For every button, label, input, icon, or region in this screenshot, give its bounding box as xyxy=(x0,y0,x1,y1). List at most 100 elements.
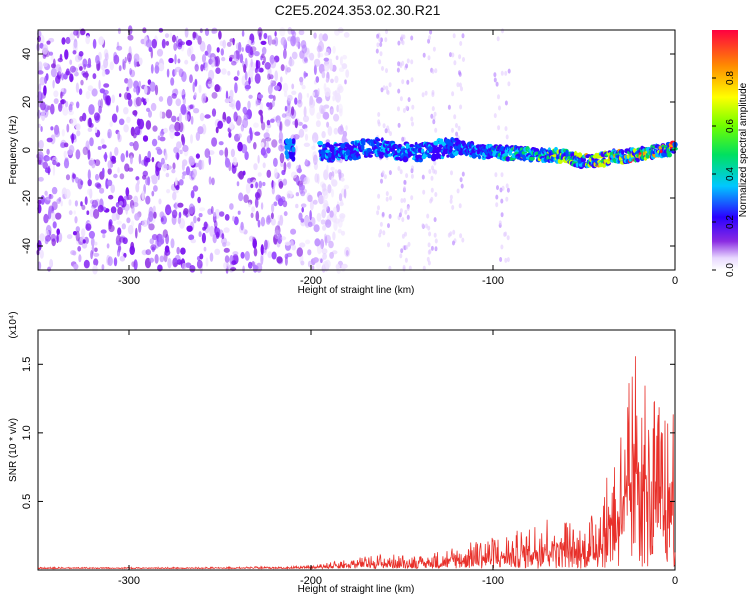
heatmap-noise-cell xyxy=(119,173,125,180)
heatmap-noise-cell xyxy=(174,131,181,137)
heatmap-noise-cell xyxy=(197,196,201,204)
heatmap-noise-cell xyxy=(253,51,260,57)
heatmap-noise-cell xyxy=(401,217,405,223)
heatmap-noise-cell xyxy=(71,133,74,144)
heatmap-noise-cell xyxy=(255,181,259,189)
heatmap-noise-cell xyxy=(178,179,184,186)
heatmap-noise-cell xyxy=(103,58,109,69)
heatmap-noise-cell xyxy=(143,155,149,167)
heatmap-signal-cell xyxy=(421,148,425,154)
heatmap-noise-cell xyxy=(126,116,131,124)
heatmap-noise-cell xyxy=(322,33,329,42)
heatmap-noise-cell xyxy=(189,265,196,273)
heatmap-noise-cell xyxy=(158,96,164,102)
heatmap-noise-cell xyxy=(304,133,309,141)
heatmap-noise-cell xyxy=(180,104,187,115)
heatmap-noise-cell xyxy=(339,56,343,66)
colorbar-gradient xyxy=(712,30,738,270)
heatmap-noise-cell xyxy=(264,62,271,70)
heatmap-noise-cell xyxy=(91,160,96,169)
heatmap-noise-cell xyxy=(72,173,76,179)
heatmap-noise-cell xyxy=(325,219,332,228)
heatmap-noise-cell xyxy=(126,52,132,63)
heatmap-noise-cell xyxy=(261,46,267,55)
heatmap-noise-cell xyxy=(81,70,86,76)
heatmap-noise-cell xyxy=(378,59,382,65)
heatmap-noise-cell xyxy=(138,222,142,233)
heatmap-noise-cell xyxy=(219,149,224,156)
heatmap-noise-cell xyxy=(219,211,225,217)
snr-y-label: SNR (10 * v/v) xyxy=(8,418,19,482)
heatmap-noise-cell xyxy=(322,260,329,270)
heatmap-noise-cell xyxy=(186,225,193,232)
heatmap-noise-cell xyxy=(117,206,123,215)
heatmap-noise-cell xyxy=(109,151,113,161)
heatmap-noise-cell xyxy=(125,187,130,197)
heatmap-noise-cell xyxy=(403,186,406,192)
snr-panel: -300 -200 -100 0 0.5 1.0 1.5 Height of straig… xyxy=(8,311,678,595)
heatmap-noise-cell xyxy=(69,65,76,73)
heatmap-noise-cell xyxy=(427,260,431,266)
heatmap-noise-cell xyxy=(178,41,185,46)
heatmap-noise-cell xyxy=(289,239,294,247)
heatmap-noise-cell xyxy=(175,177,178,187)
heatmap-noise-cell xyxy=(399,253,403,259)
heatmap-noise-cell xyxy=(288,58,295,67)
heatmap-noise-cell xyxy=(117,227,122,236)
heatmap-noise-cell xyxy=(396,67,400,73)
heatmap-noise-cell xyxy=(274,225,281,236)
heatmap-noise-cell xyxy=(279,27,286,37)
heatmap-noise-cell xyxy=(312,138,316,149)
snr-y-axis: 0.5 1.0 1.5 xyxy=(21,357,675,509)
heatmap-noise-cell xyxy=(93,208,100,219)
heatmap-noise-cell xyxy=(301,84,306,90)
heatmap-noise-cell xyxy=(316,212,322,222)
heatmap-noise-cell xyxy=(58,197,62,202)
heatmap-noise-cell xyxy=(406,206,410,211)
heatmap-noise-cell xyxy=(119,200,124,206)
heatmap-noise-cell xyxy=(405,105,409,111)
heatmap-noise-cell xyxy=(452,33,456,39)
heatmap-noise-cell xyxy=(267,73,271,80)
heatmap-noise-cloud xyxy=(36,25,511,275)
heatmap-signal-cell xyxy=(395,156,400,161)
heatmap-noise-cell xyxy=(279,152,285,164)
heatmap-noise-cell xyxy=(200,64,204,72)
heatmap-noise-cell xyxy=(388,213,392,219)
heatmap-noise-cell xyxy=(120,153,125,163)
heatmap-signal-cell xyxy=(285,138,290,145)
heatmap-noise-cell xyxy=(124,163,130,172)
heatmap-noise-cell xyxy=(39,233,45,242)
heatmap-signal-cell xyxy=(288,152,293,159)
heatmap-noise-cell xyxy=(109,121,113,127)
heatmap-noise-cell xyxy=(171,115,177,123)
heatmap-noise-cell xyxy=(40,110,46,122)
heatmap-noise-cell xyxy=(154,65,160,74)
heatmap-noise-cell xyxy=(297,99,303,108)
heatmap-noise-cell xyxy=(152,205,156,213)
heatmap-noise-cell xyxy=(336,104,340,113)
heatmap-noise-cell xyxy=(493,77,497,83)
heatmap-noise-cell xyxy=(324,234,331,244)
heatmap-noise-cell xyxy=(407,241,411,247)
heatmap-noise-cell xyxy=(190,134,193,144)
heatmap-noise-cell xyxy=(334,95,340,102)
heatmap-noise-cell xyxy=(108,194,114,200)
heatmap-noise-cell xyxy=(325,77,329,83)
heatmap-noise-cell xyxy=(345,250,349,256)
heatmap-noise-cell xyxy=(389,195,392,201)
heatmap-noise-cell xyxy=(232,251,239,256)
heatmap-signal-band xyxy=(283,136,678,170)
heatmap-noise-cell xyxy=(257,94,264,99)
heatmap-noise-cell xyxy=(113,51,118,61)
heatmap-noise-cell xyxy=(208,69,215,81)
heatmap-noise-cell xyxy=(496,36,500,42)
heatmap-noise-cell xyxy=(124,56,127,64)
heatmap-noise-cell xyxy=(453,60,457,66)
heatmap-noise-cell xyxy=(61,37,66,45)
heatmap-noise-cell xyxy=(160,217,164,222)
heatmap-noise-cell xyxy=(258,32,262,41)
heatmap-noise-cell xyxy=(142,174,147,180)
heatmap-noise-cell xyxy=(242,170,246,176)
heatmap-noise-cell xyxy=(291,83,295,90)
